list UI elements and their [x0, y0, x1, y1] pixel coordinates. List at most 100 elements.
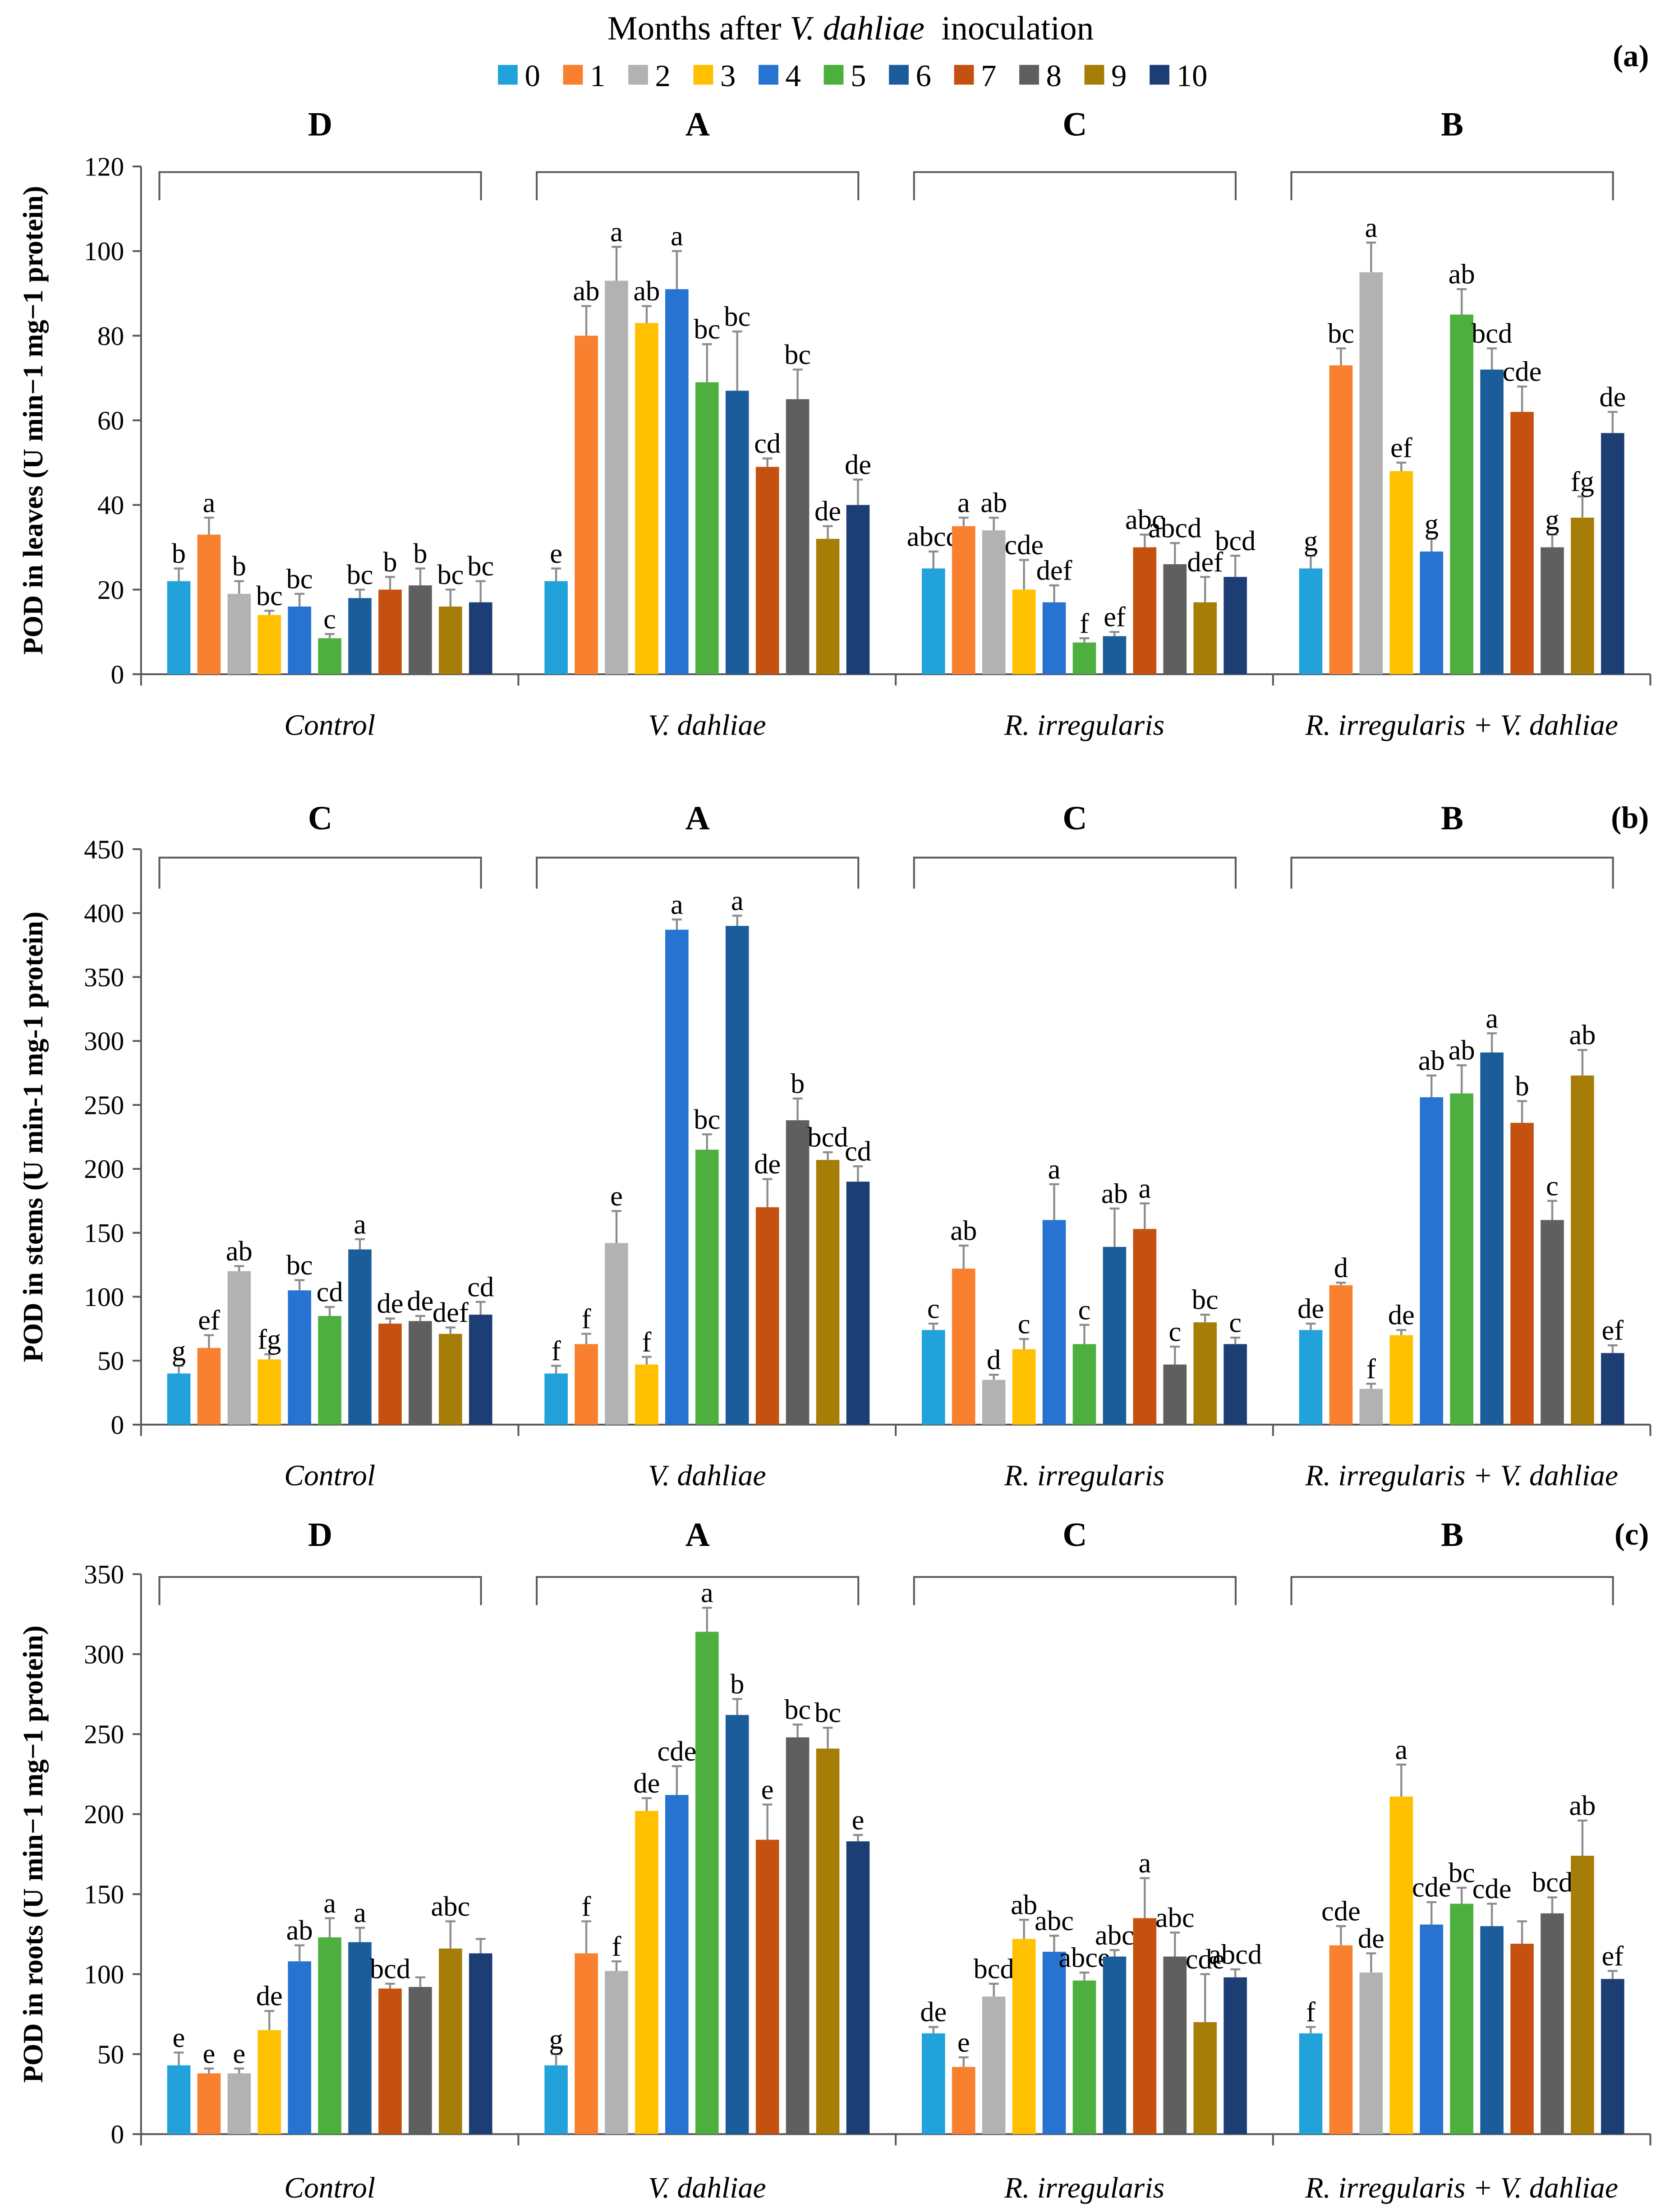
- legend-item-month-10: 10: [1150, 59, 1207, 93]
- bar-r-irregularis-v-dahliae-month-6: [1480, 1052, 1504, 1425]
- bar-letter-r-irregularis-v-dahliae-month-3: ef: [1390, 432, 1412, 463]
- bar-letter-v-dahliae-month-8: b: [791, 1067, 805, 1099]
- y-tick-label: 50: [97, 1346, 124, 1376]
- bar-letter-r-irregularis-v-dahliae-month-6: bcd: [1472, 317, 1512, 349]
- bar-v-dahliae-month-9: [816, 1160, 840, 1425]
- group-bracket: [1290, 856, 1614, 889]
- legend-swatch-month-10: [1150, 64, 1169, 85]
- legend-label-month-1: 1: [590, 59, 605, 93]
- bar-letter-r-irregularis-v-dahliae-month-3: a: [1395, 1734, 1408, 1765]
- bar-letter-v-dahliae-month-10: de: [845, 449, 871, 480]
- bar-letter-control-month-7: de: [377, 1288, 403, 1319]
- bar-letter-r-irregularis-v-dahliae-month-8: g: [1545, 504, 1559, 535]
- legend-items: 0 1 2 3 4 5 6 7 8 9 10: [498, 59, 1207, 93]
- bar-letter-control-month-0: b: [172, 538, 186, 569]
- bar-letter-v-dahliae-month-2: f: [612, 1931, 621, 1962]
- bar-letter-control-month-1: e: [202, 2037, 215, 2069]
- y-tick-label: 0: [111, 2120, 124, 2149]
- panel-b: 0 50 100 150 200 250 300 350 400 450 POD in stems …: [17, 800, 1651, 1492]
- bar-letter-r-irregularis-v-dahliae-month-1: bc: [1328, 317, 1354, 349]
- bar-r-irregularis-month-10: [1224, 1344, 1247, 1425]
- bar-letter-v-dahliae-month-3: de: [633, 1767, 660, 1799]
- bar-letter-r-irregularis-v-dahliae-month-10: de: [1599, 381, 1626, 413]
- group-significance-letter: C: [1063, 800, 1087, 837]
- group-r-irregularis: CR. irregularisdeebcdababcabceabcaabccde…: [913, 1516, 1262, 2204]
- legend-item-month-7: 7: [954, 59, 996, 93]
- bar-r-irregularis-v-dahliae-month-8: [1541, 1913, 1564, 2134]
- x-category-label: R. irregularis + V. dahliae: [1305, 1459, 1618, 1492]
- bar-letter-r-irregularis-month-9: bc: [1192, 1284, 1219, 1315]
- x-category-label: V. dahliae: [648, 709, 766, 742]
- bar-r-irregularis-v-dahliae-month-2: [1359, 1973, 1383, 2134]
- bar-letter-v-dahliae-month-8: bc: [784, 1694, 811, 1725]
- legend-swatch-month-2: [628, 64, 648, 85]
- bar-v-dahliae-month-5: [695, 1632, 719, 2134]
- bar-letter-r-irregularis-month-2: bcd: [974, 1953, 1014, 1984]
- bar-letter-control-month-0: g: [172, 1335, 186, 1366]
- bar-v-dahliae-month-8: [786, 399, 810, 675]
- bar-letter-v-dahliae-month-9: bcd: [807, 1122, 848, 1153]
- bar-v-dahliae-month-6: [725, 391, 749, 675]
- bar-control-month-0: [167, 1373, 191, 1425]
- bar-letter-v-dahliae-month-5: a: [701, 1577, 713, 1609]
- legend-title-italic: V. dahliae: [790, 10, 925, 47]
- bar-letter-v-dahliae-month-7: de: [754, 1148, 781, 1180]
- bar-letter-r-irregularis-v-dahliae-month-0: g: [1304, 525, 1318, 556]
- bar-letter-v-dahliae-month-4: cde: [657, 1735, 696, 1767]
- bar-letter-r-irregularis-v-dahliae-month-2: f: [1366, 1353, 1376, 1384]
- bar-letter-r-irregularis-v-dahliae-month-9: ab: [1569, 1789, 1596, 1821]
- bar-v-dahliae-month-9: [816, 1748, 840, 2134]
- bar-letter-r-irregularis-month-10: c: [1229, 1307, 1242, 1338]
- bar-letter-r-irregularis-month-2: d: [987, 1344, 1001, 1375]
- bar-r-irregularis-month-3: [1012, 1349, 1036, 1425]
- bar-r-irregularis-v-dahliae-month-1: [1329, 1945, 1353, 2134]
- bar-r-irregularis-month-9: [1193, 602, 1217, 675]
- bar-letter-v-dahliae-month-1: ab: [573, 275, 600, 307]
- x-category-label: R. irregularis + V. dahliae: [1305, 709, 1618, 742]
- bar-letter-r-irregularis-v-dahliae-month-6: a: [1486, 1003, 1498, 1034]
- bar-r-irregularis-v-dahliae-month-6: [1480, 369, 1504, 675]
- legend-label-month-6: 6: [916, 59, 931, 93]
- legend-item-month-1: 1: [563, 59, 605, 93]
- bar-control-month-7: [378, 1324, 402, 1425]
- bar-letter-control-month-5: c: [323, 603, 336, 635]
- bar-v-dahliae-month-3: [635, 1811, 658, 2134]
- bar-control-month-10: [469, 1953, 492, 2134]
- bar-letter-r-irregularis-v-dahliae-month-4: g: [1425, 508, 1439, 539]
- group-bracket: [158, 856, 482, 889]
- bar-letter-v-dahliae-month-6: b: [730, 1668, 744, 1700]
- bar-r-irregularis-month-6: [1103, 1956, 1127, 2134]
- bar-letter-v-dahliae-month-8: bc: [784, 339, 811, 370]
- y-tick-label: 250: [84, 1090, 124, 1120]
- group-significance-letter: C: [1063, 106, 1087, 143]
- group-bracket: [536, 1576, 860, 1605]
- bar-control-month-1: [197, 534, 221, 675]
- bar-control-month-1: [197, 1347, 221, 1425]
- bar-r-irregularis-v-dahliae-month-2: [1359, 272, 1383, 675]
- y-tick-label: 300: [84, 1026, 124, 1056]
- bar-letter-r-irregularis-month-6: ef: [1104, 601, 1126, 633]
- group-significance-letter: B: [1441, 800, 1463, 837]
- bar-letter-r-irregularis-v-dahliae-month-2: de: [1358, 1922, 1385, 1954]
- bar-control-month-5: [318, 638, 341, 675]
- group-significance-letter: A: [685, 800, 710, 837]
- bar-v-dahliae-month-2: [605, 281, 628, 675]
- group-bracket: [1290, 1576, 1614, 1605]
- y-axis-title: POD in stems (U min-1 mg-1 protein): [17, 911, 49, 1362]
- group-bracket: [913, 856, 1237, 889]
- y-tick-label: 80: [97, 321, 124, 351]
- bar-letter-r-irregularis-v-dahliae-month-8: c: [1546, 1170, 1559, 1201]
- legend-item-month-5: 5: [823, 59, 866, 93]
- bar-v-dahliae-month-4: [665, 1795, 689, 2134]
- bar-r-irregularis-month-10: [1224, 1977, 1247, 2134]
- legend-title-prefix: Months after: [607, 10, 790, 47]
- bar-r-irregularis-month-0: [921, 1330, 945, 1425]
- bar-letter-control-month-5: cd: [317, 1276, 343, 1308]
- group-bracket: [913, 171, 1237, 201]
- y-tick-label: 200: [84, 1154, 124, 1184]
- bar-v-dahliae-month-7: [755, 1207, 779, 1425]
- bar-letter-r-irregularis-month-1: ab: [950, 1215, 977, 1246]
- bar-v-dahliae-month-1: [575, 1344, 598, 1425]
- bar-r-irregularis-month-8: [1163, 1364, 1187, 1425]
- bar-control-month-2: [227, 2073, 251, 2134]
